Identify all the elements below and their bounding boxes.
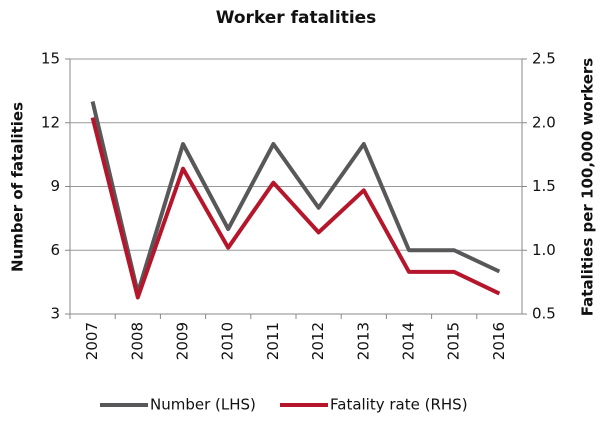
y2-tick-label: 0.5 — [532, 305, 556, 323]
series-line — [90, 101, 501, 295]
x-tick-label: 2011 — [264, 322, 282, 360]
x-tick-label: 2007 — [83, 322, 101, 360]
chart-title: Worker fatalities — [216, 8, 377, 28]
y2-axis-title: Fatalities per 100,000 workers — [579, 58, 597, 316]
y-tick-label: 9 — [50, 177, 60, 195]
x-tick-label: 2009 — [174, 322, 192, 360]
y2-tick-label: 1.5 — [532, 177, 556, 195]
y2-tick-label: 1.0 — [532, 241, 556, 259]
x-tick-label: 2014 — [400, 322, 418, 360]
y-tick-label: 15 — [41, 50, 60, 68]
y2-tick-label: 2.0 — [532, 113, 556, 131]
y-axis-title: Number of fatalities — [9, 102, 27, 272]
x-tick-label: 2015 — [445, 322, 463, 360]
x-tick-label: 2012 — [309, 322, 327, 360]
y-tick-label: 12 — [41, 113, 60, 131]
x-tick-label: 2016 — [490, 322, 508, 360]
y-tick-label: 6 — [50, 241, 60, 259]
legend-label: Number (LHS) — [150, 396, 256, 414]
x-tick-label: 2010 — [219, 322, 237, 360]
series-line — [90, 117, 501, 300]
x-tick-label: 2008 — [128, 322, 146, 360]
x-tick-label: 2013 — [354, 322, 372, 360]
legend-label: Fatality rate (RHS) — [330, 396, 468, 414]
y-tick-label: 3 — [50, 305, 60, 323]
y2-tick-label: 2.5 — [532, 50, 556, 68]
